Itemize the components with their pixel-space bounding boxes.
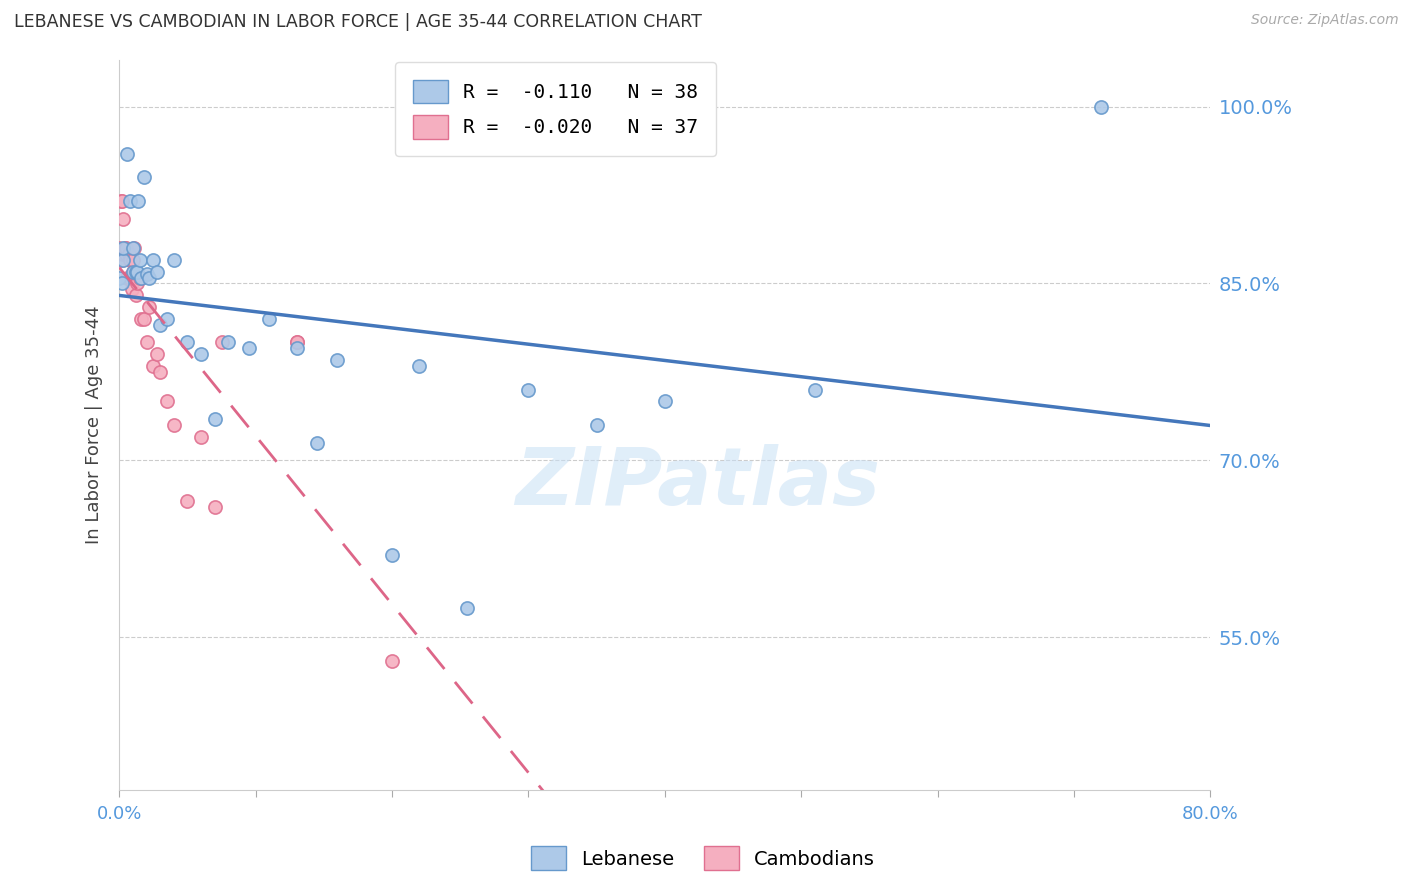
Point (112, 252, 135, 267)
Point (146, 265, 169, 279)
Point (217, 335, 239, 350)
Point (111, 277, 134, 291)
Point (204, 500, 226, 515)
Point (138, 270, 160, 285)
Point (132, 311, 155, 326)
Point (115, 241, 138, 255)
Point (108, 241, 131, 255)
Point (211, 335, 233, 350)
Point (285, 335, 308, 350)
Point (122, 265, 145, 279)
Point (138, 300, 160, 314)
Point (238, 341, 260, 355)
Point (129, 311, 152, 326)
Point (149, 318, 172, 332)
Point (115, 247, 138, 261)
Point (112, 211, 135, 226)
Point (163, 252, 186, 267)
Point (326, 353, 349, 368)
Text: LEBANESE VS CAMBODIAN IN LABOR FORCE | AGE 35-44 CORRELATION CHART: LEBANESE VS CAMBODIAN IN LABOR FORCE | A… (14, 13, 702, 31)
Point (118, 247, 141, 261)
Point (408, 359, 430, 373)
Point (127, 194, 149, 208)
Point (108, 247, 131, 261)
Point (176, 335, 198, 350)
Point (142, 359, 165, 373)
Point (111, 194, 134, 208)
Point (120, 252, 142, 267)
Point (117, 270, 139, 285)
Point (121, 282, 143, 296)
Point (132, 170, 155, 185)
Point (128, 270, 150, 285)
Point (259, 311, 281, 326)
Point (125, 265, 148, 279)
Point (120, 194, 142, 208)
Point (190, 347, 212, 361)
Point (517, 383, 540, 397)
Point (124, 241, 146, 255)
Point (190, 430, 212, 444)
Point (156, 394, 179, 409)
Point (111, 252, 134, 267)
Point (176, 494, 198, 508)
Point (156, 311, 179, 326)
Point (204, 412, 226, 426)
Point (285, 341, 308, 355)
Point (654, 394, 676, 409)
Point (112, 241, 135, 255)
Point (149, 365, 172, 379)
Point (135, 267, 157, 281)
Point (381, 548, 404, 562)
Point (122, 241, 145, 255)
Point (120, 270, 142, 285)
Point (110, 194, 132, 208)
Legend: R =  -0.110   N = 38, R =  -0.020   N = 37: R = -0.110 N = 38, R = -0.020 N = 37 (395, 62, 716, 156)
Point (305, 435, 328, 450)
Point (117, 147, 139, 161)
Point (135, 335, 157, 350)
Point (146, 347, 169, 361)
Point (163, 417, 186, 432)
Point (112, 247, 135, 261)
Point (122, 252, 145, 267)
Point (381, 654, 404, 668)
Legend: Lebanese, Cambodians: Lebanese, Cambodians (523, 838, 883, 878)
Point (108, 270, 131, 285)
Point (803, 383, 825, 397)
Point (128, 252, 150, 267)
Point (114, 241, 136, 255)
Text: ZIPatlas: ZIPatlas (515, 444, 880, 523)
Point (122, 265, 145, 279)
Y-axis label: In Labor Force | Age 35-44: In Labor Force | Age 35-44 (86, 306, 103, 544)
Point (142, 252, 165, 267)
Point (1090, 100, 1112, 114)
Point (129, 270, 152, 285)
Point (125, 277, 148, 291)
Point (585, 417, 607, 432)
Text: Source: ZipAtlas.com: Source: ZipAtlas.com (1251, 13, 1399, 28)
Point (124, 288, 146, 302)
Point (124, 265, 146, 279)
Point (456, 600, 478, 615)
Point (285, 335, 308, 350)
